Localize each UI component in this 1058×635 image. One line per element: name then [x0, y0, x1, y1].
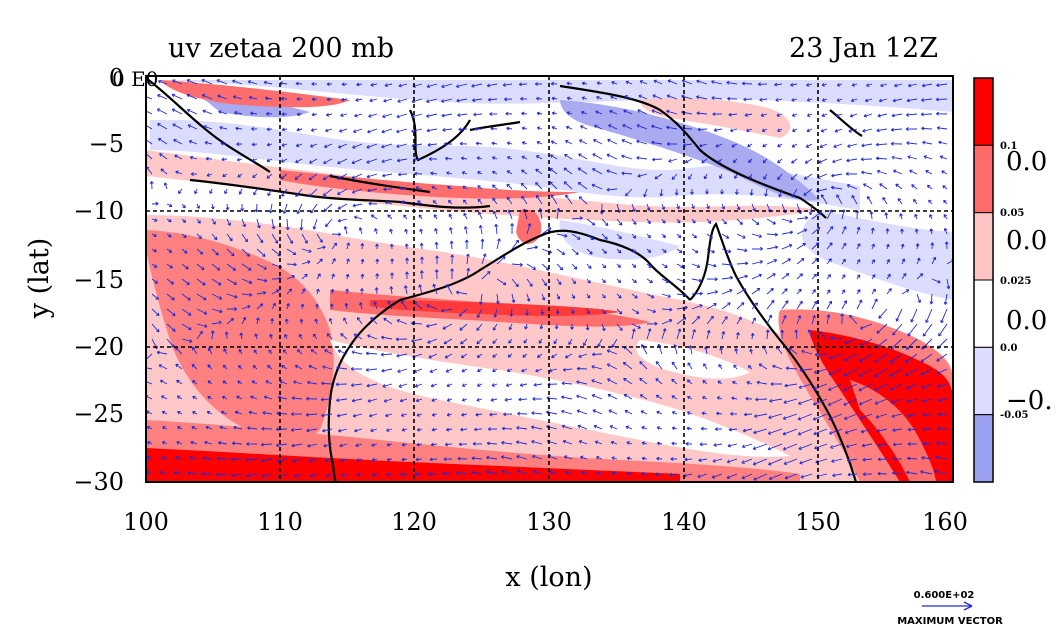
vector-legend-value: 0.600E+02	[914, 590, 975, 601]
x-tick-label: 100	[123, 508, 169, 536]
colorbar-large-label: −0.	[1006, 386, 1053, 416]
title-left: uv zetaa 200 mb	[168, 33, 394, 64]
wind-vector-arrows	[146, 78, 953, 481]
colorbar-small-label: 0.025	[1000, 276, 1031, 287]
x-tick-label: 110	[257, 508, 303, 536]
y-tick-label: −20	[73, 333, 124, 361]
colorbar-swatch	[973, 144, 994, 214]
colorbar-large-label: 0.0	[1006, 147, 1047, 177]
y-tick-label: −10	[73, 197, 124, 225]
corner-label: 0 E0	[112, 67, 158, 91]
title-right: 23 Jan 12Z	[789, 33, 938, 64]
map-panel	[145, 75, 954, 483]
vector-legend: 0.600E+02 MAXIMUM VECTOR	[897, 590, 1003, 627]
colorbar-swatch	[973, 212, 994, 281]
wind-vectors	[146, 78, 953, 481]
colorbar-large-label: 0.0	[1006, 226, 1047, 256]
x-tick-label: 140	[661, 508, 707, 536]
vorticity-field	[146, 77, 953, 482]
y-tick-label: −15	[73, 266, 124, 294]
grid-lines	[146, 76, 953, 482]
x-axis: 100 110 120 130 140 150 160	[123, 508, 968, 536]
y-tick-label: −5	[89, 130, 124, 158]
colorbar-large-label: 0.0	[1006, 306, 1047, 336]
colorbar: 0.1 0.05 0.025 0.0 -0.05 0.0 0.0 0.0 −0.	[973, 77, 1053, 483]
colorbar-small-label: 0.1	[1000, 141, 1017, 152]
y-tick-label: −25	[73, 400, 124, 428]
x-tick-label: 130	[526, 508, 572, 536]
colorbar-swatch	[973, 279, 994, 348]
x-tick-label: 160	[922, 508, 968, 536]
y-axis: 0 −5 −10 −15 −20 −25 −30	[73, 64, 124, 496]
colorbar-swatch	[973, 414, 994, 483]
coastlines	[146, 77, 863, 482]
x-tick-label: 120	[391, 508, 437, 536]
colorbar-small-label: 0.05	[1000, 208, 1024, 219]
colorbar-small-label: 0.0	[1000, 343, 1017, 354]
colorbar-swatch	[973, 77, 994, 146]
colorbar-swatch	[973, 346, 994, 416]
vector-legend-arrowhead	[963, 601, 973, 611]
y-axis-label: y (lat)	[24, 238, 55, 320]
vector-legend-label: MAXIMUM VECTOR	[897, 616, 1003, 627]
y-tick-label: −30	[73, 468, 124, 496]
x-axis-label: x (lon)	[505, 562, 592, 593]
colorbar-small-label: -0.05	[1000, 410, 1029, 421]
y-tick-label: 0	[109, 64, 124, 92]
x-tick-label: 150	[795, 508, 841, 536]
